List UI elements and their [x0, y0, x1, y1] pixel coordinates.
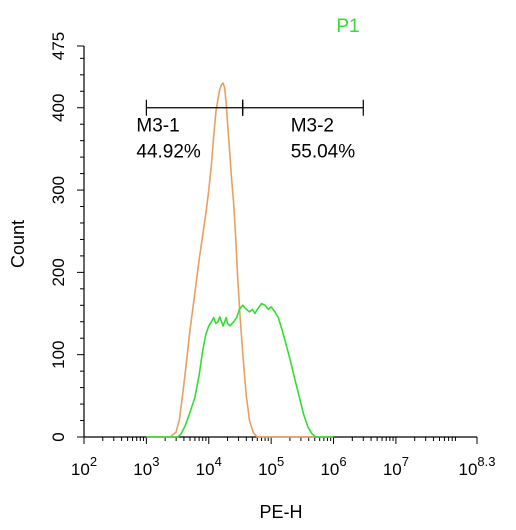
- x-tick-base: 10: [383, 460, 402, 479]
- x-axis-label: PE-H: [259, 502, 302, 522]
- x-tick-exponent: 4: [215, 454, 222, 469]
- y-tick-label: 100: [49, 340, 68, 368]
- y-tick-label: 475: [49, 32, 68, 60]
- x-tick-label: 103: [133, 454, 159, 479]
- marker-percent: 44.92%: [136, 142, 201, 163]
- marker-layer: M3-1 44.92% M3-2 55.04%: [136, 99, 364, 163]
- x-tick-exponent: 2: [90, 454, 97, 469]
- x-tick-label: 104: [196, 454, 222, 479]
- series-layer: [146, 82, 334, 438]
- x-tick-base: 10: [258, 460, 277, 479]
- x-tick-exponent: 7: [402, 454, 409, 469]
- x-tick-base: 10: [71, 460, 90, 479]
- x-tick-base: 10: [196, 460, 215, 479]
- chart-title: P1: [336, 16, 359, 37]
- y-axis-label: Count: [8, 220, 28, 268]
- marker-label: M3-1: [136, 116, 179, 137]
- x-tick-exponent: 3: [152, 454, 159, 469]
- y-tick-label: 200: [49, 258, 68, 286]
- x-tick-base: 10: [320, 460, 339, 479]
- x-tick-label: 107: [383, 454, 409, 479]
- marker-label: M3-2: [291, 116, 334, 137]
- histogram-series-2: [146, 302, 334, 438]
- y-tick-label: 0: [49, 432, 68, 441]
- x-tick-base: 10: [459, 460, 478, 479]
- y-tick-label: 300: [49, 176, 68, 204]
- x-tick-exponent: 8.3: [477, 454, 495, 469]
- x-tick-label: 105: [258, 454, 284, 479]
- histogram-series-1: [146, 82, 334, 438]
- x-tick-exponent: 6: [339, 454, 346, 469]
- x-tick-label: 106: [320, 454, 346, 479]
- y-tick-label: 400: [49, 94, 68, 122]
- x-tick-label: 108.3: [459, 454, 496, 479]
- marker-percent: 55.04%: [291, 142, 356, 163]
- x-tick-label: 102: [71, 454, 97, 479]
- x-tick-exponent: 5: [277, 454, 284, 469]
- x-tick-base: 10: [133, 460, 152, 479]
